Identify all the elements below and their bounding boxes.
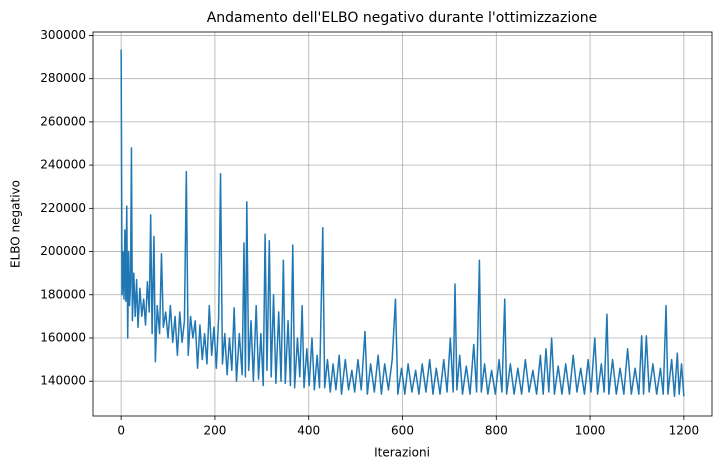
- y-tick-label: 160000: [40, 330, 86, 344]
- y-tick-label: 200000: [40, 244, 86, 258]
- y-tick-label: 240000: [40, 158, 86, 172]
- y-tick-label: 280000: [40, 71, 86, 85]
- x-tick-label: 0: [117, 424, 125, 438]
- x-tick-label: 600: [391, 424, 414, 438]
- x-tick-label: 800: [485, 424, 508, 438]
- line: [120, 49, 685, 398]
- x-tick-label: 1000: [575, 424, 606, 438]
- chart-title: Andamento dell'ELBO negativo durante l'o…: [207, 10, 598, 26]
- y-tick-label: 300000: [40, 28, 86, 42]
- y-axis-label: ELBO negativo: [9, 180, 23, 268]
- x-tick-label: 1200: [669, 424, 700, 438]
- y-tick-label: 140000: [40, 374, 86, 388]
- y-tick-label: 260000: [40, 114, 86, 128]
- plot-frame: [92, 31, 713, 417]
- x-tick-label: 200: [203, 424, 226, 438]
- x-axis-label: Iterazioni: [374, 446, 430, 460]
- x-tick-label: 400: [297, 424, 320, 438]
- y-tick-label: 220000: [40, 201, 86, 215]
- y-tick-label: 180000: [40, 287, 86, 301]
